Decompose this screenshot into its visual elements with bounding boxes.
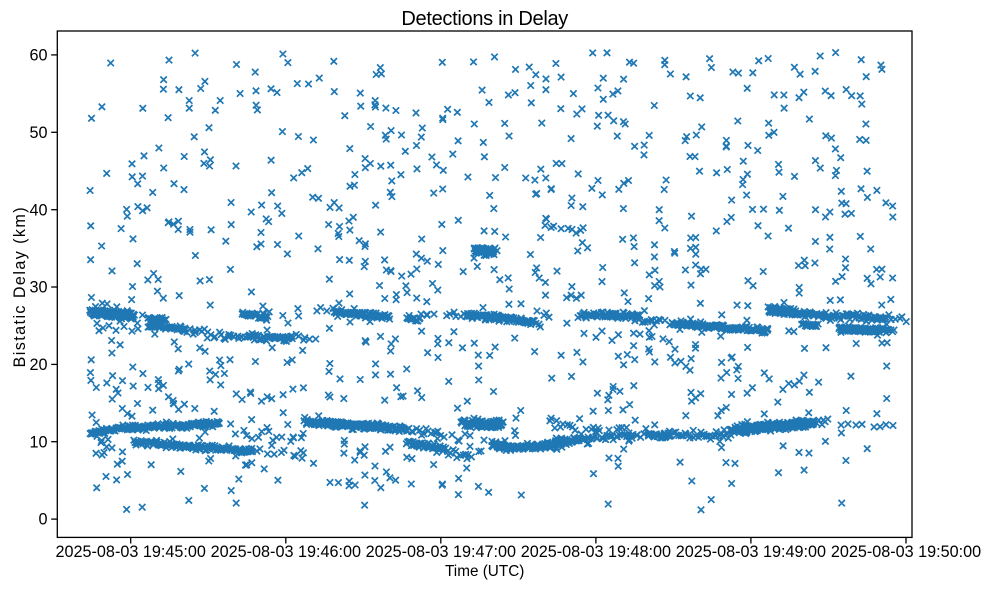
svg-text:2025-08-03 19:49:00: 2025-08-03 19:49:00 xyxy=(676,543,826,561)
svg-text:30: 30 xyxy=(29,279,47,297)
svg-text:2025-08-03 19:45:00: 2025-08-03 19:45:00 xyxy=(56,543,206,561)
svg-text:40: 40 xyxy=(29,201,47,219)
svg-text:2025-08-03 19:47:00: 2025-08-03 19:47:00 xyxy=(366,543,516,561)
svg-text:60: 60 xyxy=(29,47,47,65)
svg-text:Time (UTC): Time (UTC) xyxy=(445,563,524,580)
svg-text:10: 10 xyxy=(29,433,47,451)
svg-text:2025-08-03 19:46:00: 2025-08-03 19:46:00 xyxy=(211,543,361,561)
svg-text:Bistatic Delay (km): Bistatic Delay (km) xyxy=(11,206,29,368)
svg-text:Detections in Delay: Detections in Delay xyxy=(401,8,568,30)
svg-text:2025-08-03 19:50:00: 2025-08-03 19:50:00 xyxy=(831,543,981,561)
svg-text:0: 0 xyxy=(38,511,47,529)
svg-text:50: 50 xyxy=(29,124,47,142)
svg-text:2025-08-03 19:48:00: 2025-08-03 19:48:00 xyxy=(521,543,671,561)
svg-text:20: 20 xyxy=(29,356,47,374)
